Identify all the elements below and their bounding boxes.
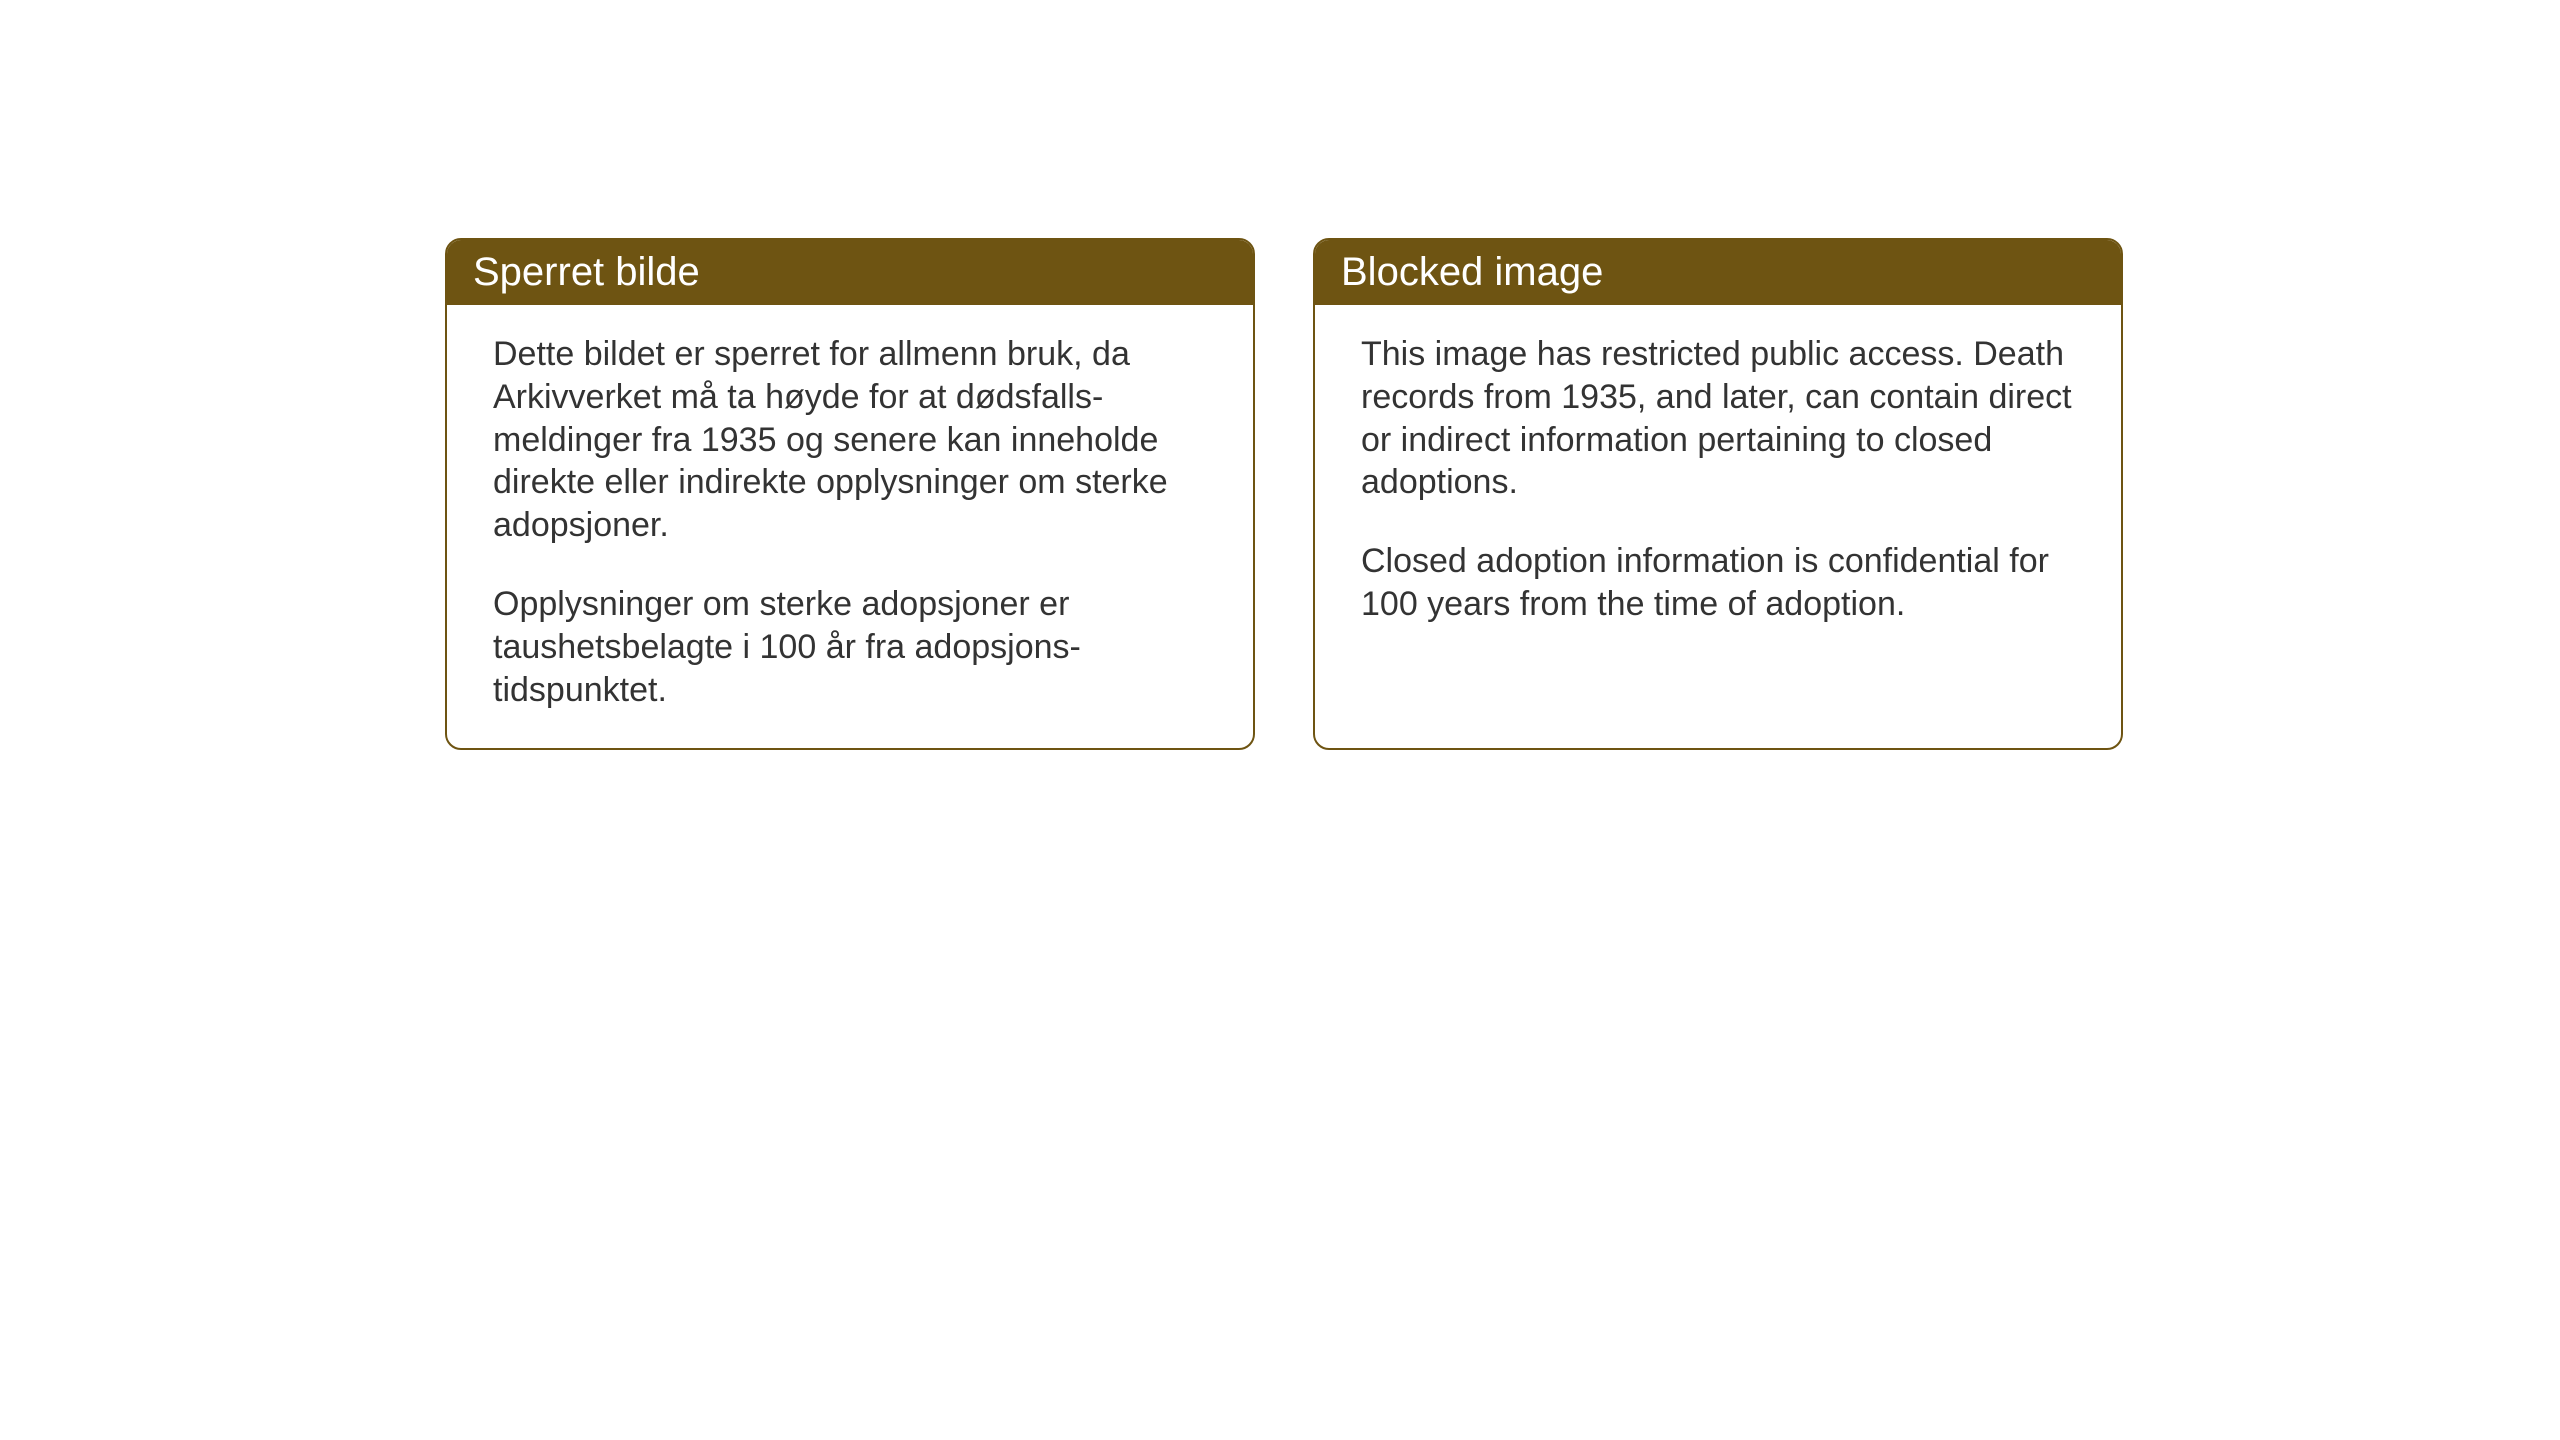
notice-box-english: Blocked image This image has restricted … [1313,238,2123,750]
notice-header-english: Blocked image [1315,240,2121,305]
notice-text-paragraph: Dette bildet er sperret for allmenn bruk… [493,333,1207,547]
notice-header-norwegian: Sperret bilde [447,240,1253,305]
notice-body-english: This image has restricted public access.… [1315,305,2121,697]
notices-container: Sperret bilde Dette bildet er sperret fo… [445,238,2123,750]
notice-text-paragraph: Closed adoption information is confident… [1361,540,2075,626]
notice-box-norwegian: Sperret bilde Dette bildet er sperret fo… [445,238,1255,750]
notice-text-paragraph: Opplysninger om sterke adopsjoner er tau… [493,583,1207,711]
notice-text-paragraph: This image has restricted public access.… [1361,333,2075,504]
notice-body-norwegian: Dette bildet er sperret for allmenn bruk… [447,305,1253,748]
